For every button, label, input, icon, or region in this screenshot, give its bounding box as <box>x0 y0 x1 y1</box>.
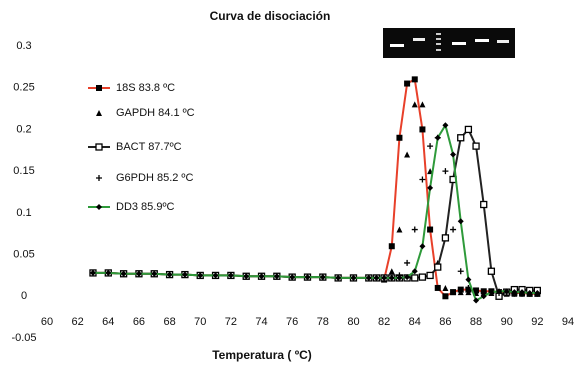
legend-marker <box>96 85 102 91</box>
x-tick-label: 66 <box>133 316 145 328</box>
x-tick-label: 92 <box>531 316 543 328</box>
legend-label: G6PDH 85.2 ºC <box>116 172 193 184</box>
marker <box>488 268 494 274</box>
x-tick-label: 82 <box>378 316 390 328</box>
y-tick-label: 0.25 <box>13 82 34 94</box>
y-tick-label: 0.1 <box>16 207 31 219</box>
chart: Curva de disociación Temperatura ( ºC) -… <box>0 0 577 370</box>
marker <box>427 227 433 233</box>
x-tick-label: 78 <box>317 316 329 328</box>
marker <box>404 81 410 87</box>
x-tick-label: 68 <box>163 316 175 328</box>
x-tick-label: 62 <box>72 316 84 328</box>
x-tick-label: 64 <box>102 316 114 328</box>
legend-label: 18S 83.8 ºC <box>116 82 175 94</box>
x-tick-label: 84 <box>409 316 421 328</box>
y-tick-label: 0.15 <box>13 165 34 177</box>
marker <box>481 202 487 208</box>
marker <box>458 135 464 141</box>
marker <box>442 235 448 241</box>
marker <box>427 272 433 278</box>
legend-label: GAPDH 84.1 ºC <box>116 107 195 119</box>
x-axis-label: Temperatura ( ºC) <box>212 348 312 362</box>
marker <box>419 126 425 132</box>
marker <box>412 76 418 82</box>
x-tick-label: 90 <box>501 316 513 328</box>
x-tick-label: 76 <box>286 316 298 328</box>
marker <box>396 135 402 141</box>
marker <box>435 285 441 291</box>
marker <box>412 275 418 281</box>
y-tick-label: 0.3 <box>16 40 31 52</box>
marker <box>473 143 479 149</box>
x-tick-label: 86 <box>439 316 451 328</box>
marker <box>419 274 425 280</box>
legend-label: BACT 87.7ºC <box>116 141 182 153</box>
x-tick-label: 70 <box>194 316 206 328</box>
x-tick-label: 74 <box>255 316 267 328</box>
marker <box>389 243 395 249</box>
legend-label: DD3 85.9ºC <box>116 201 174 213</box>
chart-title: Curva de disociación <box>210 9 331 23</box>
marker <box>435 264 441 270</box>
marker <box>442 293 448 299</box>
x-tick-label: 88 <box>470 316 482 328</box>
x-tick-label: 80 <box>347 316 359 328</box>
gel-inset <box>383 28 515 58</box>
y-tick-label: 0.2 <box>16 123 31 135</box>
y-tick-label: -0.05 <box>11 332 36 344</box>
x-tick-label: 72 <box>225 316 237 328</box>
y-tick-label: 0.05 <box>13 248 34 260</box>
legend-marker <box>96 144 102 150</box>
x-tick-label: 60 <box>41 316 53 328</box>
y-tick-label: 0 <box>21 290 27 302</box>
x-tick-label: 94 <box>562 316 574 328</box>
marker <box>465 126 471 132</box>
